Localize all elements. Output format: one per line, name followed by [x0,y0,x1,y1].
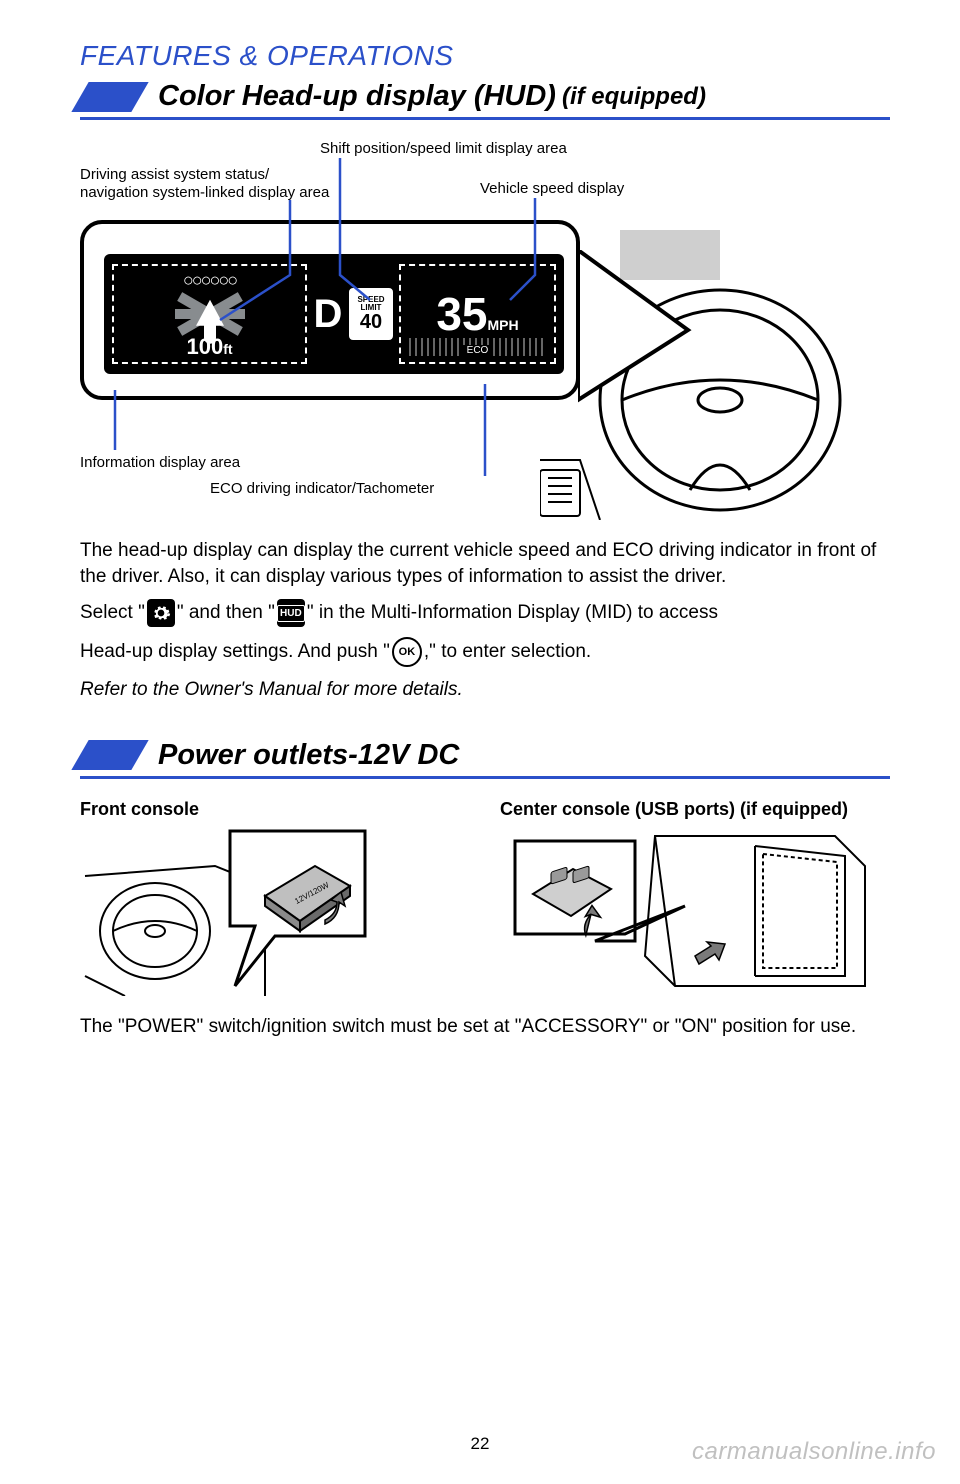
nav-distance: 100ft [186,334,232,360]
hud-speed: 35MPH [436,291,518,337]
center-console-label: Center console (USB ports) (if equipped) [500,799,890,820]
ok-button-icon: OK [392,637,422,667]
power-body-text: The "POWER" switch/ignition switch must … [80,1014,890,1040]
hud-body-text: The head-up display can display the curr… [80,538,890,703]
hud-title-row: Color Head-up display (HUD) (if equipped… [80,80,890,120]
power-outlets-row: Front console [80,799,890,996]
power-title: Power outlets-12V DC [158,739,459,772]
speed-limit-value: 40 [360,312,382,332]
front-console-label: Front console [80,799,470,820]
watermark: carmanualsonline.info [692,1438,936,1466]
hud-gear: D [313,292,343,337]
title-flag-icon [71,740,148,770]
callout-vehicle-speed: Vehicle speed display [480,180,624,199]
hud-callouts-top: Shift position/speed limit display area … [80,140,890,220]
center-console-figure [500,826,890,996]
hud-speed-panel: 35MPH ECO [399,264,556,364]
callout-driving-assist-l2: navigation system-linked display area [80,184,329,203]
callout-eco: ECO driving indicator/Tachometer [210,480,434,499]
nav-distance-value: 100 [186,334,223,359]
power-title-row: Power outlets-12V DC [80,739,890,779]
hud-p3: Head-up display settings. And push "OK,"… [80,637,890,667]
callout-driving-assist-l1: Driving assist system status/ [80,166,269,185]
eco-label: ECO [463,345,493,356]
nav-arrow-icon [196,300,224,326]
hud-refer: Refer to the Owner's Manual for more det… [80,677,890,703]
hud-title: Color Head-up display (HUD) [158,80,556,113]
callout-info-area: Information display area [80,454,240,473]
hud-title-suffix: (if equipped) [562,83,706,111]
callout-tail-icon [578,250,698,430]
front-console-figure: 12V/120W [80,826,470,996]
hud-p1: The head-up display can display the curr… [80,538,890,589]
title-flag-icon [71,82,148,112]
callout-shift: Shift position/speed limit display area [320,140,567,159]
hud-diagram: ○○○○○○ 100ft D SPEED LIMIT 40 35MPH [80,220,890,520]
hud-p2: Select "" and then "HUD" in the Multi-In… [80,599,890,627]
hud-speed-unit: MPH [488,317,519,333]
hud-screen: ○○○○○○ 100ft D SPEED LIMIT 40 35MPH [104,254,564,374]
hud-icon: HUD [277,599,305,627]
gear-icon [147,599,175,627]
speed-limit-sign-icon: SPEED LIMIT 40 [349,288,393,340]
hud-frame: ○○○○○○ 100ft D SPEED LIMIT 40 35MPH [80,220,580,400]
section-header: FEATURES & OPERATIONS [80,40,890,72]
power-p1: The "POWER" switch/ignition switch must … [80,1014,890,1040]
nav-distance-unit: ft [223,341,232,357]
hud-speed-value: 35 [436,288,487,340]
hud-nav-panel: ○○○○○○ 100ft [112,264,307,364]
